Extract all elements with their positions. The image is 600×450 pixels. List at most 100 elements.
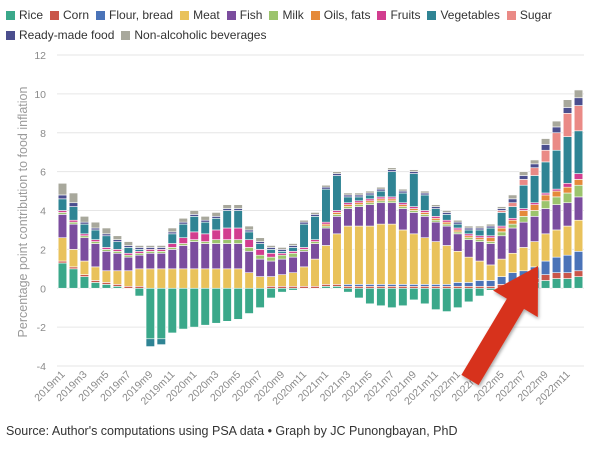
bar-segment xyxy=(310,258,320,287)
bar-segment xyxy=(68,223,79,250)
bar-segment xyxy=(255,276,265,289)
bar-segment xyxy=(497,206,507,209)
bar-segment xyxy=(464,225,474,229)
legend-swatch xyxy=(427,11,437,20)
chart-legend: Rice Corn Flour, bread Meat Fish Milk Oils, fa… xyxy=(6,6,596,46)
legend-label: Sugar xyxy=(519,8,552,22)
bar-segment xyxy=(79,216,90,223)
bar-segment xyxy=(299,219,309,223)
bar-segment xyxy=(233,204,243,209)
bar-segment xyxy=(551,204,562,231)
bar-segment xyxy=(255,243,265,250)
bar-segment xyxy=(222,210,232,229)
bar-segment xyxy=(453,233,463,252)
bar-segment xyxy=(233,227,243,240)
bar-segment xyxy=(123,270,133,287)
bar-segment xyxy=(486,237,496,242)
bar-segment xyxy=(222,268,232,289)
bar-segment xyxy=(519,175,529,180)
bar-segment xyxy=(562,107,573,114)
bar-segment xyxy=(540,194,551,202)
bar-segment xyxy=(398,287,408,307)
bar-segment xyxy=(420,287,430,305)
bar-segment xyxy=(288,256,298,273)
legend-item: Flour, bread xyxy=(96,6,173,25)
bar-segment xyxy=(475,241,485,262)
bar-segment xyxy=(101,251,111,272)
legend-label: Ready-made food xyxy=(19,28,115,42)
bar-segment xyxy=(288,247,298,252)
bar-segment xyxy=(573,276,584,289)
bar-segment xyxy=(519,171,529,176)
y-tick-label: -4 xyxy=(37,361,46,373)
bar-segment xyxy=(310,216,320,240)
bar-segment xyxy=(376,186,386,190)
bar-segment xyxy=(277,287,287,293)
bar-segment xyxy=(266,249,276,254)
bar-segment xyxy=(573,219,584,252)
bar-segment xyxy=(343,225,353,285)
bar-segment xyxy=(145,287,155,340)
bar-segment xyxy=(540,280,551,289)
bar-segment xyxy=(497,212,507,227)
y-axis-ticks: -4 -2 0 2 4 6 8 10 12 xyxy=(34,50,46,373)
bar-segment xyxy=(222,287,232,322)
bar-segment xyxy=(211,239,221,244)
bar-segment xyxy=(409,233,419,285)
bar-segment xyxy=(365,190,375,194)
bar-segment xyxy=(420,190,430,194)
bar-segment xyxy=(497,227,507,233)
bar-segment xyxy=(453,251,463,283)
bar-segment xyxy=(277,254,287,260)
bar-segment xyxy=(277,274,287,287)
bar-segment xyxy=(573,196,584,221)
legend-item: Rice xyxy=(6,6,43,25)
bar-segment xyxy=(332,233,342,285)
bar-segment xyxy=(145,338,155,347)
bar-segment xyxy=(442,287,452,312)
bar-segment xyxy=(90,266,101,281)
bar-segment xyxy=(530,175,540,204)
bar-segment xyxy=(540,138,551,145)
legend-swatch xyxy=(6,31,15,40)
bar-segment xyxy=(255,287,265,308)
bar-segment xyxy=(156,287,166,340)
bar-segment xyxy=(562,272,573,279)
bar-segment xyxy=(211,212,221,217)
legend-item: Oils, fats xyxy=(310,6,370,25)
bar-segment xyxy=(530,204,540,211)
bar-segment xyxy=(453,287,463,308)
bar-segment xyxy=(365,194,375,200)
bar-segment xyxy=(310,212,320,215)
bar-segment xyxy=(57,262,68,289)
y-tick-label: 0 xyxy=(40,283,46,295)
bar-segment xyxy=(387,287,397,308)
bar-segment xyxy=(57,194,68,200)
bar-segment xyxy=(354,192,364,196)
bar-segment xyxy=(551,132,562,151)
bar-segment xyxy=(167,243,177,248)
bar-segment xyxy=(573,89,584,99)
bar-segment xyxy=(277,247,287,250)
bar-segment xyxy=(68,192,79,204)
bar-segment xyxy=(189,241,199,270)
bar-segment xyxy=(211,217,221,231)
bar-segment xyxy=(464,229,474,235)
bar-segment xyxy=(508,202,518,207)
bar-segment xyxy=(540,149,551,163)
bar-segment xyxy=(464,282,474,287)
y-tick-label: 12 xyxy=(34,50,46,62)
bar-segment xyxy=(200,221,210,235)
bar-segment xyxy=(167,287,177,334)
bar-segment xyxy=(189,210,199,215)
legend-swatch xyxy=(310,11,320,20)
bar-segment xyxy=(453,223,463,229)
legend-label: Fruits xyxy=(390,8,421,22)
legend-label: Non-alcoholic beverages xyxy=(134,28,267,42)
bar-segment xyxy=(431,221,441,242)
bar-segment xyxy=(376,223,386,285)
bar-segment xyxy=(376,287,386,307)
arrow-shape xyxy=(461,266,538,386)
bar-segment xyxy=(156,252,166,270)
bar-segment xyxy=(178,217,188,223)
